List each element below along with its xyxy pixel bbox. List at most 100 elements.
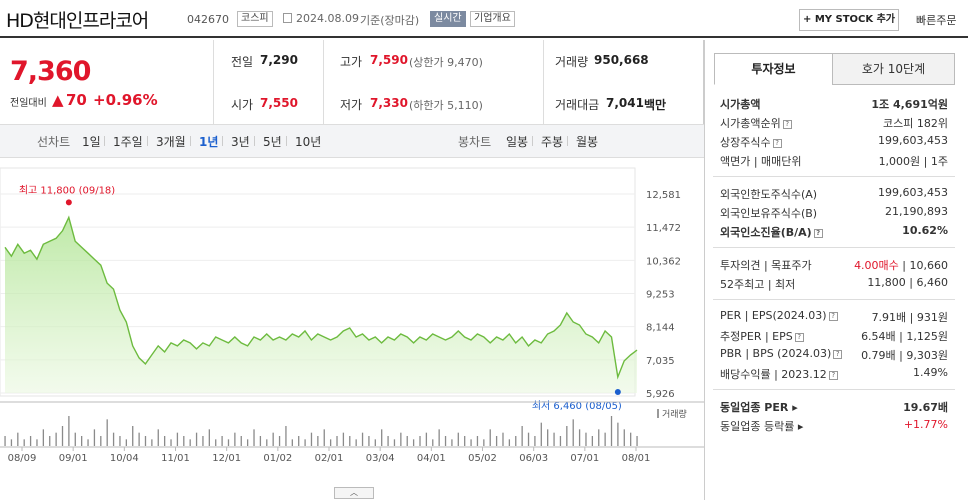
- volume-bar: [189, 439, 191, 446]
- volume-bar: [604, 432, 606, 446]
- help-icon[interactable]: ?: [782, 120, 792, 129]
- volume-bar: [387, 436, 389, 446]
- company-overview-button[interactable]: 기업개요: [470, 11, 515, 27]
- help-icon[interactable]: ?: [828, 371, 838, 380]
- calendar-icon: [283, 13, 292, 23]
- x-tick-label: 12/01: [212, 453, 241, 464]
- market-badge: 코스피: [237, 11, 273, 27]
- volume-bar: [438, 429, 440, 446]
- volume-bar: [336, 436, 338, 446]
- divider: [254, 136, 255, 146]
- volume-bar: [93, 429, 96, 446]
- par-row: 액면가 | 매매단위 1,000원 | 1주: [720, 155, 948, 168]
- volume-bar: [176, 432, 179, 446]
- volume-bar: [81, 436, 83, 446]
- stock-code: 042670: [187, 13, 229, 26]
- volume-bar: [591, 436, 594, 446]
- foreign-limit-row: 외국인한도주식수(A) 199,603,453: [720, 186, 948, 201]
- price-chart: 12,581 11,472 10,362 9,253 8,144 7,035 5,926 최…: [0, 167, 704, 464]
- tab-daily[interactable]: 일봉: [506, 135, 529, 149]
- volume-bar: [195, 432, 198, 446]
- volume-bar: [157, 429, 159, 446]
- up-triangle-icon: ▲: [52, 91, 64, 109]
- volume-bar: [425, 432, 428, 446]
- header-bar: [0, 0, 968, 38]
- volume-bar: [138, 432, 140, 446]
- volume-bar: [534, 436, 536, 446]
- high-label: 최고 11,800 (09/18): [19, 184, 115, 196]
- volume-bar: [112, 432, 115, 446]
- volume-bar: [585, 432, 587, 446]
- divider: [713, 389, 955, 390]
- tab-1d[interactable]: 1일: [82, 135, 101, 149]
- foreign-rate-row: 외국인소진율(B/A)? 10.62%: [720, 224, 948, 239]
- volume-bar: [310, 432, 313, 446]
- tab-orderbook[interactable]: 호가 10단계: [832, 53, 955, 85]
- volume-bar: [623, 429, 625, 446]
- x-tick-label: 09/01: [59, 453, 88, 464]
- volume-bar: [234, 432, 236, 446]
- volume-bar: [419, 436, 421, 446]
- my-stock-add-button[interactable]: + MY STOCK 추가: [799, 9, 899, 31]
- volume-bar: [42, 429, 45, 446]
- x-tick-label: 04/01: [417, 453, 446, 464]
- side-panel: [704, 40, 968, 500]
- volume-bar: [412, 439, 415, 446]
- volume-bar: [68, 416, 70, 446]
- x-tick-label: 11/01: [161, 453, 190, 464]
- tab-weekly[interactable]: 주봉: [541, 135, 564, 149]
- volume-bar: [630, 432, 632, 446]
- volume-bar: [100, 436, 102, 446]
- volume-bar: [355, 439, 357, 446]
- volume-bar: [572, 419, 574, 446]
- help-icon[interactable]: ?: [813, 229, 823, 238]
- help-icon[interactable]: ?: [828, 312, 838, 321]
- open-value: 7,550: [260, 96, 298, 110]
- volume-legend: 거래량: [662, 408, 687, 420]
- divider: [543, 40, 544, 124]
- collapse-chevron-icon[interactable]: ︿: [334, 487, 374, 499]
- tab-5y[interactable]: 5년: [263, 135, 282, 149]
- volume-bar: [4, 436, 6, 446]
- x-tick-label: 08/01: [622, 453, 651, 464]
- week52-row: 52주최고 | 최저 11,800 | 6,460: [720, 276, 948, 291]
- volume-bar: [527, 432, 530, 446]
- tab-3m[interactable]: 3개월: [156, 135, 186, 149]
- tab-1y[interactable]: 1년: [199, 135, 219, 149]
- volume-bar: [323, 429, 325, 446]
- realtime-badge[interactable]: 실시간: [430, 11, 466, 27]
- volume-bar: [278, 436, 281, 446]
- volume-bar: [23, 439, 25, 446]
- price-area: [5, 217, 637, 393]
- volume-bar: [610, 416, 613, 446]
- volume-bar: [444, 436, 447, 446]
- help-icon[interactable]: ?: [833, 350, 843, 359]
- tab-1w[interactable]: 1주일: [113, 135, 143, 149]
- fast-order-button[interactable]: 빠른주문: [916, 14, 957, 27]
- volume-bar: [106, 419, 108, 446]
- volume-bar: [508, 439, 511, 446]
- low-value: 7,330: [370, 96, 408, 110]
- y-tick-label: 5,926: [646, 389, 675, 400]
- volume-bar: [170, 439, 172, 446]
- volume-bar: [163, 436, 166, 446]
- volume-bar: [304, 439, 306, 446]
- tab-3y[interactable]: 3년: [231, 135, 250, 149]
- help-icon[interactable]: ?: [794, 333, 804, 342]
- prev-close-value: 7,290: [260, 53, 298, 67]
- volume-bar: [540, 422, 542, 446]
- change-amount: 70: [66, 91, 87, 109]
- dividend-row: 배당수익률 | 2023.12? 1.49%: [720, 366, 948, 381]
- tab-10y[interactable]: 10년: [295, 135, 322, 149]
- tab-invest-info[interactable]: 투자정보: [714, 53, 833, 85]
- tab-monthly[interactable]: 월봉: [576, 135, 599, 149]
- volume-bar: [464, 436, 466, 446]
- volume-bar: [272, 432, 274, 446]
- quote-basis: 기준(장마감): [360, 14, 420, 27]
- x-tick-label: 08/09: [8, 453, 37, 464]
- volume-bar: [636, 436, 638, 446]
- help-icon[interactable]: ?: [772, 139, 782, 148]
- divider: [222, 136, 223, 146]
- volume-bar: [151, 439, 153, 446]
- volume-bar: [240, 436, 242, 446]
